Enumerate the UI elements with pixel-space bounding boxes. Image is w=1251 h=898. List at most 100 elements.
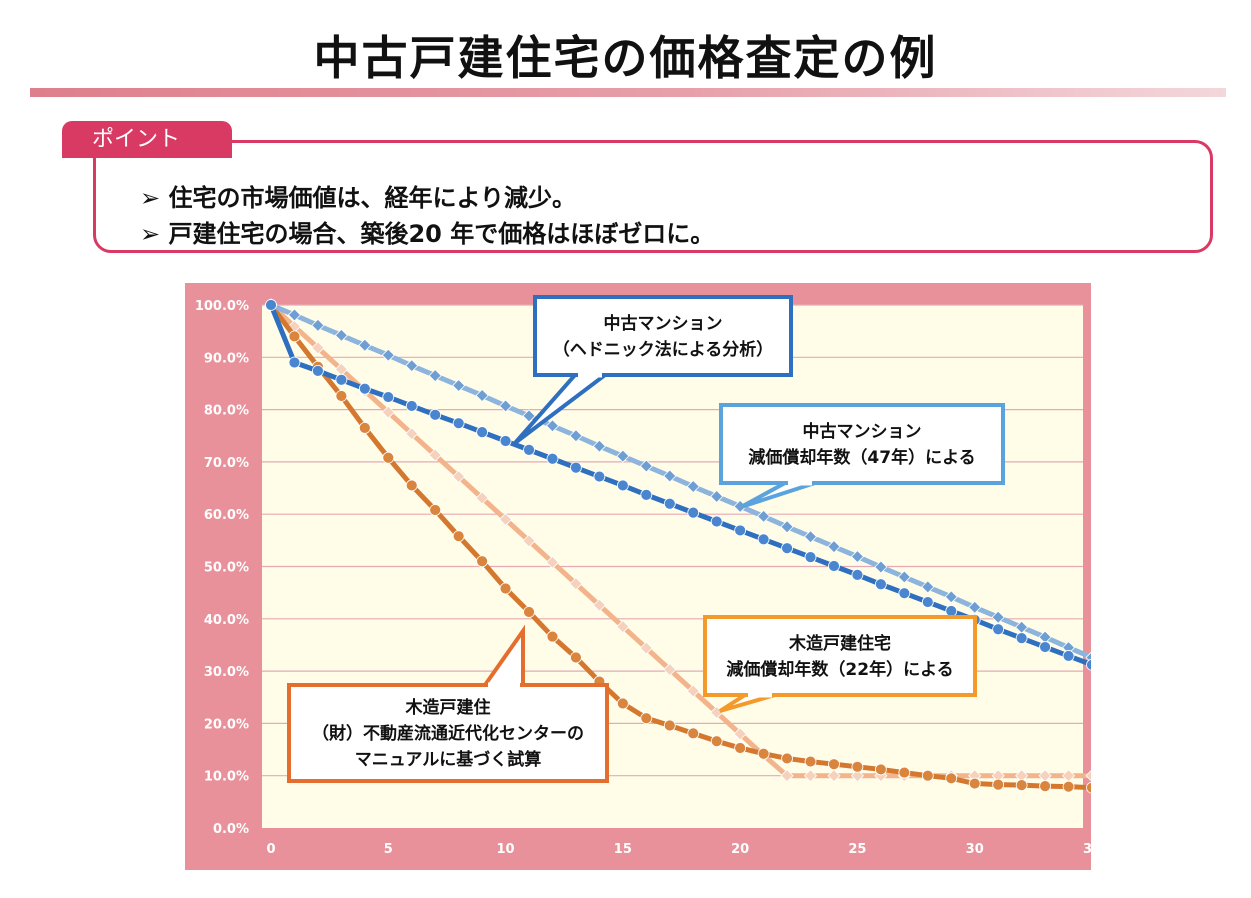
data-point-mansion_hedonic: [757, 533, 770, 546]
y-tick-label: 90.0%: [204, 351, 249, 366]
data-point-mansion_hedonic: [734, 524, 747, 537]
data-point-wood_manual: [570, 651, 582, 664]
data-point-mansion_hedonic: [851, 568, 864, 581]
data-point-mansion_depr: [522, 409, 536, 423]
data-point-mansion_hedonic: [382, 391, 395, 403]
data-point-mansion_depr: [803, 530, 818, 544]
data-point-wood_depr: [381, 405, 395, 419]
callout-wood_depr: [703, 615, 977, 697]
y-tick-label: 60.0%: [204, 508, 249, 523]
y-tick-label: 0.0%: [213, 822, 249, 837]
point-bullet-2: ➢ 戸建住宅の場合、築後20 年で価格はほぼゼロに。: [140, 220, 715, 248]
data-point-wood_depr: [803, 769, 818, 783]
callout-mansion_depr: [719, 403, 1005, 485]
data-point-mansion_hedonic: [1015, 632, 1028, 645]
point-tab: ポイント: [62, 121, 232, 158]
data-point-mansion_depr: [287, 308, 302, 322]
y-tick-label: 10.0%: [204, 770, 249, 785]
data-point-wood_manual: [358, 422, 371, 434]
data-point-wood_depr: [428, 448, 442, 462]
data-point-mansion_depr: [499, 399, 513, 413]
data-point-mansion_hedonic: [828, 560, 840, 572]
x-tick-label: 20: [731, 842, 749, 857]
y-tick-label: 80.0%: [204, 404, 249, 419]
data-point-wood_manual: [874, 763, 887, 776]
callout-text: 木造戸建住: [405, 697, 491, 718]
data-point-mansion_depr: [381, 348, 395, 362]
data-point-mansion_depr: [968, 600, 982, 614]
point-box: [93, 140, 1213, 253]
y-tick-label: 30.0%: [204, 665, 249, 680]
callout-text: マニュアルに基づく試算: [355, 749, 542, 770]
y-tick-label: 100.0%: [195, 299, 249, 314]
data-point-wood_depr: [522, 534, 536, 548]
x-tick-label: 10: [497, 842, 515, 857]
data-point-wood_manual: [663, 719, 676, 732]
data-point-mansion_hedonic: [499, 435, 512, 447]
data-point-wood_manual: [968, 777, 981, 790]
data-point-mansion_depr: [639, 459, 653, 473]
x-tick-label: 0: [266, 842, 275, 857]
data-point-mansion_hedonic: [921, 596, 934, 608]
data-point-wood_depr: [1085, 770, 1091, 782]
data-point-wood_depr: [405, 427, 419, 441]
data-point-wood_manual: [992, 778, 1005, 791]
point-bullet-1: ➢ 住宅の市場価値は、経年により減少。: [140, 184, 576, 212]
data-point-mansion_depr: [545, 419, 560, 433]
callout-text: （ヘドニック法による分析）: [553, 339, 774, 360]
data-point-mansion_depr: [358, 338, 372, 352]
data-point-wood_manual: [781, 752, 793, 765]
data-point-mansion_hedonic: [358, 382, 371, 395]
callout-text: 中古マンション: [604, 313, 723, 334]
data-point-mansion_hedonic: [335, 373, 348, 386]
data-point-mansion_hedonic: [781, 542, 793, 555]
data-point-mansion_hedonic: [1062, 650, 1075, 662]
data-point-mansion_hedonic: [452, 417, 465, 430]
data-point-wood_depr: [663, 662, 677, 677]
data-point-wood_depr: [733, 727, 747, 741]
data-point-mansion_hedonic: [804, 551, 817, 563]
data-point-wood_depr: [639, 641, 653, 655]
callout-text: 中古マンション: [803, 421, 922, 442]
data-point-wood_manual: [616, 697, 629, 710]
y-tick-label: 70.0%: [204, 456, 249, 471]
data-point-mansion_depr: [475, 388, 489, 403]
data-point-mansion_hedonic: [640, 488, 653, 501]
data-point-mansion_hedonic: [429, 408, 442, 421]
data-point-wood_manual: [382, 451, 395, 464]
data-point-wood_depr: [475, 491, 489, 505]
callout-text: 減価償却年数（22年）による: [726, 659, 953, 680]
data-point-wood_manual: [546, 630, 559, 643]
data-point-wood_manual: [734, 742, 747, 754]
data-point-mansion_depr: [780, 520, 794, 534]
data-point-wood_manual: [1062, 780, 1075, 793]
data-point-wood_depr: [499, 512, 513, 526]
data-point-wood_manual: [476, 555, 489, 568]
data-point-wood_depr: [850, 769, 864, 783]
page-title: 中古戸建住宅の価格査定の例: [313, 31, 938, 85]
data-point-wood_depr: [569, 577, 583, 591]
data-point-mansion_depr: [921, 580, 935, 594]
data-point-mansion_depr: [944, 590, 958, 604]
y-tick-label: 50.0%: [204, 561, 249, 576]
callout-text: （財）不動産流通近代化センターの: [312, 723, 584, 744]
data-point-wood_manual: [1015, 779, 1028, 792]
data-point-mansion_hedonic: [1086, 659, 1091, 671]
data-point-mansion_depr: [897, 570, 911, 584]
data-point-mansion_hedonic: [945, 605, 958, 617]
x-tick-label: 30: [966, 842, 984, 857]
data-point-wood_depr: [592, 598, 606, 612]
data-point-wood_manual: [499, 582, 512, 595]
data-point-wood_manual: [429, 504, 442, 516]
data-point-mansion_hedonic: [570, 461, 582, 474]
data-point-mansion_depr: [710, 489, 724, 503]
data-point-mansion_hedonic: [546, 452, 559, 465]
data-point-mansion_depr: [757, 509, 771, 523]
data-point-mansion_depr: [850, 549, 864, 564]
data-point-wood_manual: [945, 772, 958, 785]
data-point-mansion_hedonic: [616, 479, 629, 492]
data-point-wood_manual: [640, 712, 653, 725]
callout-wood_manual: [287, 683, 609, 783]
data-point-wood_manual: [405, 479, 418, 492]
data-point-mansion_depr: [334, 328, 348, 342]
